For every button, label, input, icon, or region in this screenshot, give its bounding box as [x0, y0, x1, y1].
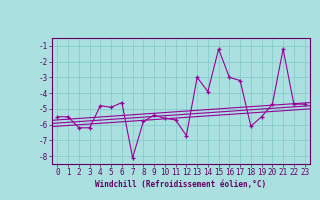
X-axis label: Windchill (Refroidissement éolien,°C): Windchill (Refroidissement éolien,°C) [95, 180, 267, 189]
